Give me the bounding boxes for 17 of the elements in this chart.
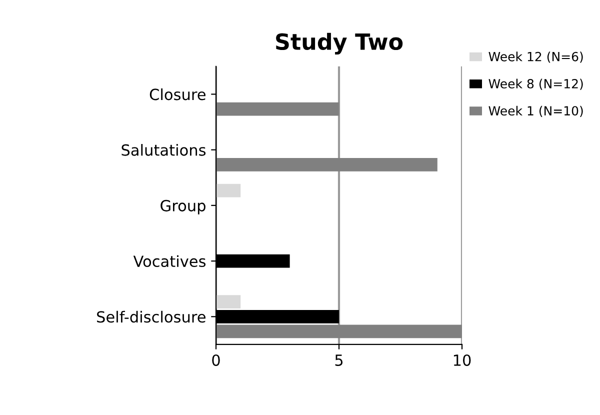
legend-label: Week 8 (N=12) — [488, 78, 583, 90]
chart-title: Study Two — [276, 32, 403, 55]
bar — [216, 324, 462, 338]
x-tick-label: 0 — [212, 354, 220, 366]
y-tick-label: Closure — [150, 88, 206, 100]
bar — [216, 102, 339, 116]
bar — [216, 184, 241, 198]
y-tick-label: Vocatives — [133, 255, 206, 268]
y-tick-label: Salutations — [122, 144, 206, 156]
x-tick-label: 10 — [454, 354, 471, 366]
bar — [216, 158, 438, 172]
legend-label: Week 12 (N=6) — [488, 52, 583, 63]
legend-label: Week 1 (N=10) — [488, 106, 583, 117]
x-tick-label: 5 — [335, 354, 343, 366]
bar — [216, 295, 241, 308]
y-tick-label: Self-disclosure — [97, 310, 206, 323]
y-tick-label: Group — [160, 200, 206, 214]
